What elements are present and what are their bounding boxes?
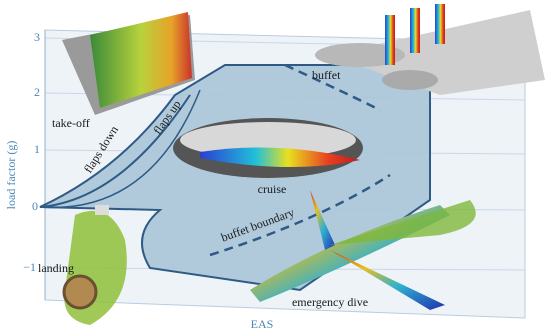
- region-label: take-off: [52, 116, 90, 130]
- region-label: cruise: [258, 182, 287, 196]
- region-label: landing: [38, 261, 74, 275]
- flaps-up-boundary: [39, 89, 201, 209]
- landing-image: [62, 205, 127, 325]
- y-tick-label: 3: [34, 30, 40, 44]
- take-off-image: [62, 12, 195, 115]
- y-tick-label: 0: [32, 199, 38, 213]
- flight-envelope: [39, 64, 431, 292]
- region-label: emergency dive: [292, 295, 368, 309]
- cruise-image: [173, 118, 363, 178]
- buffet-boundary-line: [209, 173, 391, 257]
- buffet-line: [284, 63, 381, 112]
- flaps-boundary: [39, 94, 191, 208]
- y-tick-label: 1: [34, 142, 40, 156]
- dive-image: [250, 190, 476, 310]
- x-axis-label: EAS: [251, 317, 274, 331]
- y-tick-label: −1: [23, 260, 36, 274]
- region-label: buffet: [312, 68, 341, 82]
- y-axis-label: load factor (g): [4, 141, 18, 210]
- y-tick-label: 2: [34, 85, 40, 99]
- buffet-image: [315, 4, 545, 95]
